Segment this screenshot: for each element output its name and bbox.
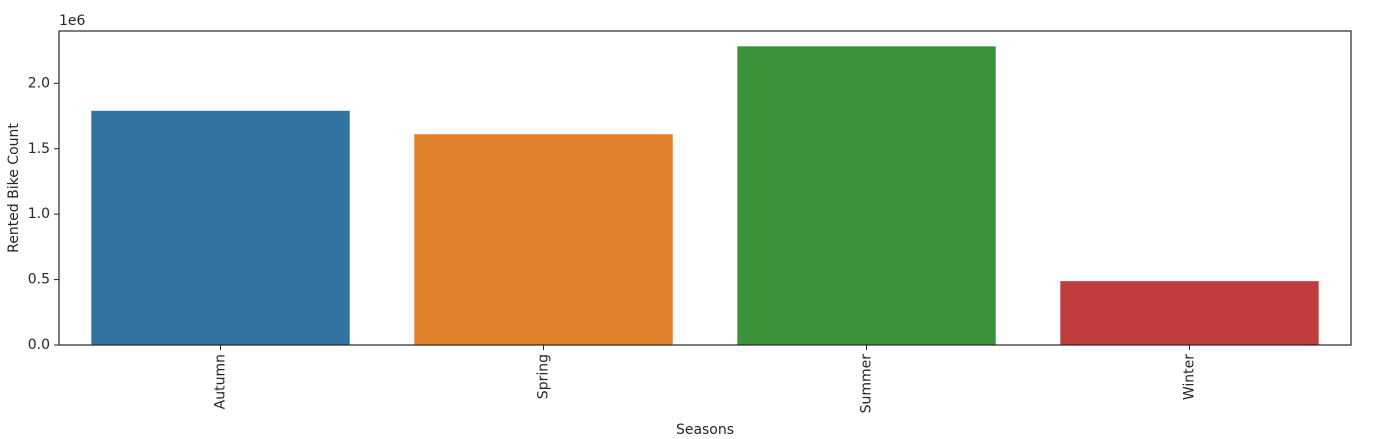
y-tick-label: 2.0 xyxy=(28,75,50,91)
bar-summer xyxy=(737,46,996,346)
x-tick-label: Summer xyxy=(859,354,875,414)
y-tick-label: 1.5 xyxy=(28,141,50,157)
x-axis-ticks: Autumn Spring Summer Winter xyxy=(213,345,1198,413)
x-tick-label: Autumn xyxy=(213,354,229,409)
x-tick-label: Winter xyxy=(1182,354,1198,400)
y-tick-label: 1.0 xyxy=(28,206,50,222)
plot-frame xyxy=(58,30,1352,346)
y-tick-label: 0.0 xyxy=(28,337,50,353)
bar-autumn xyxy=(91,110,350,345)
bar-spring xyxy=(414,134,673,345)
bars-group xyxy=(91,46,1319,346)
x-tick-label: Spring xyxy=(536,354,552,399)
y-offset-label: 1e6 xyxy=(59,13,86,29)
y-axis-label: Rented Bike Count xyxy=(6,123,22,253)
y-axis-ticks: 0.0 0.5 1.0 1.5 2.0 xyxy=(28,75,59,353)
y-tick-label: 0.5 xyxy=(28,272,50,288)
bar-winter xyxy=(1060,281,1319,345)
x-axis-label: Seasons xyxy=(676,422,734,438)
